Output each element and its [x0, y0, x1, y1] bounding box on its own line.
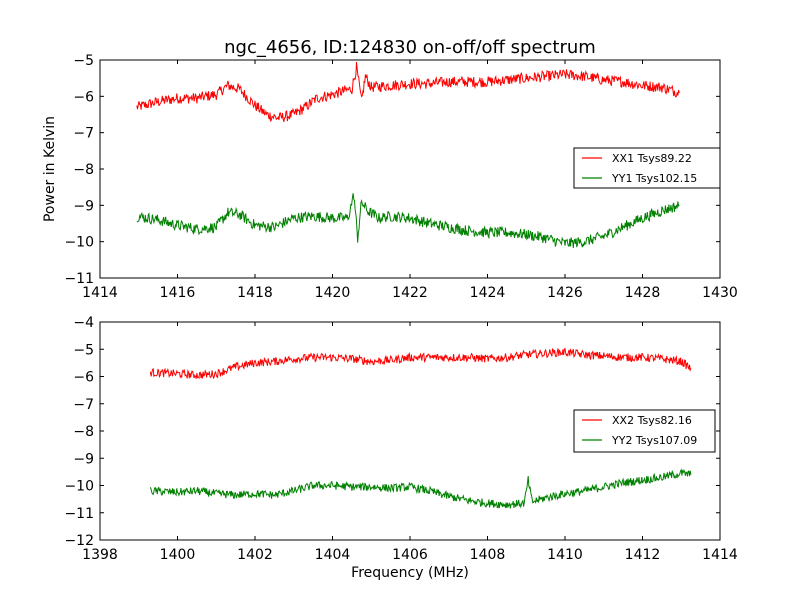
bottom-panel: 1398 1400 1402 1404 1406 1408 1410 1412 1414 −12 −…: [64, 315, 737, 563]
x-tick-label: 1400: [160, 547, 196, 563]
legend-box: [573, 409, 716, 453]
y-tick-label: −9: [73, 198, 94, 214]
legend-box: [573, 147, 721, 189]
x-tick-label: 1430: [702, 285, 738, 301]
y-tick-label: −7: [73, 397, 94, 413]
y-tick-label: −6: [73, 89, 94, 105]
series-line-2: [136, 193, 680, 248]
y-tick-label: −8: [73, 424, 94, 440]
x-tick-label: 1406: [392, 547, 428, 563]
legend: XX1 Tsys89.22 YY1 Tsys102.15: [573, 147, 721, 189]
x-tick-label: 1402: [237, 547, 273, 563]
x-tick-label: 1414: [702, 547, 738, 563]
legend-label-1: XX1 Tsys89.22: [612, 152, 692, 165]
legend: XX2 Tsys82.16 YY2 Tsys107.09: [573, 409, 716, 453]
x-tick-label: 1420: [315, 285, 351, 301]
y-tick-label: −8: [73, 162, 94, 178]
y-tick-label: −11: [64, 271, 94, 287]
x-tick-label: 1418: [237, 285, 273, 301]
top-panel: 1414 1416 1418 1420 1422 1424 1426 1428 1430 −11 −…: [64, 53, 737, 301]
x-tick-label: 1398: [82, 547, 118, 563]
x-tick-label: 1414: [82, 285, 118, 301]
x-tick-label: 1416: [160, 285, 196, 301]
y-tick-label: −7: [73, 126, 94, 142]
legend-label-1: XX2 Tsys82.16: [612, 414, 692, 427]
x-tick-label: 1424: [470, 285, 506, 301]
x-tick-label: 1404: [315, 547, 351, 563]
x-axis-label: Frequency (MHz): [351, 565, 469, 581]
x-tick-label: 1412: [625, 547, 661, 563]
series-line-1: [136, 61, 680, 123]
legend-label-2: YY1 Tsys102.15: [611, 172, 697, 185]
x-tick-label: 1410: [547, 547, 583, 563]
y-tick-label: −11: [64, 506, 94, 522]
x-tick-label: 1408: [470, 547, 506, 563]
y-tick-label: −6: [73, 370, 94, 386]
x-tick-label: 1428: [625, 285, 661, 301]
y-tick-label: −10: [64, 479, 94, 495]
y-tick-label: −9: [73, 451, 94, 467]
series-line-1: [149, 347, 692, 380]
y-tick-label: −12: [64, 533, 94, 549]
y-tick-label: −4: [73, 315, 94, 331]
chart-title: ngc_4656, ID:124830 on-off/off spectrum: [224, 37, 596, 58]
y-tick-label: −10: [64, 235, 94, 251]
y-tick-label: −5: [73, 342, 94, 358]
y-tick-label: −5: [73, 53, 94, 69]
y-axis-label: Power in Kelvin: [42, 116, 58, 222]
series-line-2: [149, 468, 692, 509]
x-tick-label: 1426: [547, 285, 583, 301]
legend-label-2: YY2 Tsys107.09: [611, 434, 697, 447]
x-tick-label: 1422: [392, 285, 428, 301]
